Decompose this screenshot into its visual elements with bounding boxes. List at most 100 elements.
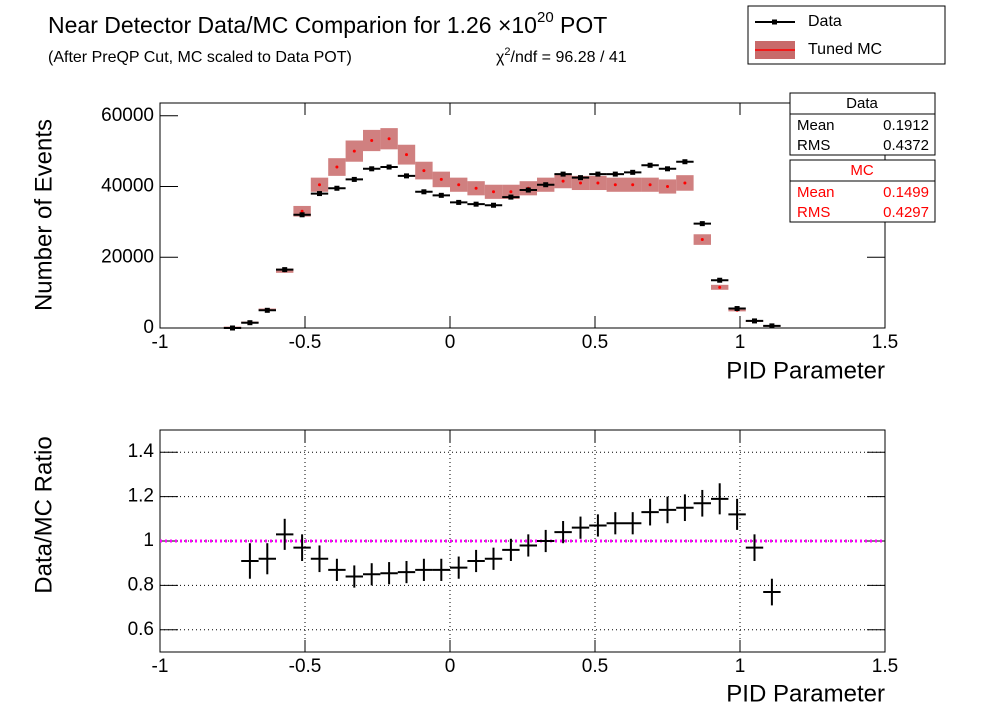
stats-key: RMS [797,204,830,221]
stats-key: Mean [797,184,835,201]
mc-point [300,209,304,213]
mc-point [666,184,669,188]
data-point [282,267,288,273]
data-point [404,173,409,179]
mc-point [492,190,495,194]
y-tick-label: 1.2 [128,486,154,507]
title-exponent: 20 [537,9,554,26]
mc-point [474,186,478,190]
x-tick-label: -1 [152,332,169,353]
data-point [386,164,392,170]
mc-point [422,169,426,173]
stats-box [789,159,936,223]
data-point [264,307,270,313]
stats-value: 0.4297 [883,204,929,221]
mc-point [352,149,356,153]
data-point [734,306,740,312]
mc-point [335,165,339,169]
x-tick-label: -0.5 [289,332,322,353]
stats-box [789,92,936,156]
plot-frame [159,102,886,329]
mc-point [318,183,321,187]
subtitle: (After PreQP Cut, MC scaled to Data POT) [48,49,352,66]
y-tick-label: 20000 [101,246,154,267]
y-tick-label: 0.6 [128,619,154,640]
mc-point [509,190,513,194]
stats-key: Mean [797,117,835,134]
data-point [699,221,705,227]
chart-title: Near Detector Data/MC Comparion for 1.26… [48,9,607,38]
data-point [665,166,670,172]
data-point [525,187,531,193]
data-point [595,171,601,177]
legend-label: Tuned MC [808,41,882,58]
mc-point [631,183,635,187]
mc-point [370,139,374,142]
chi2-text: /ndf = 96.28 / 41 [511,49,627,66]
data-point [682,159,688,165]
x-tick-label: 1.5 [872,656,898,677]
title-text: Near Detector Data/MC Comparion for 1.26… [48,12,537,38]
data-point [421,189,427,195]
y-tick-label: 1 [143,530,154,551]
data-point [491,202,496,208]
mc-point [718,285,722,289]
x-tick-label: 1 [735,656,746,677]
x-tick-label: 0.5 [582,332,608,353]
chi2-symbol: χ [496,49,505,66]
stats-value: 0.4372 [883,137,929,154]
chi2-exponent: 2 [504,46,510,58]
mc-point [596,181,600,185]
data-point [299,212,305,218]
data-point [369,166,375,172]
mc-point [405,153,408,157]
x-tick-label: -0.5 [289,656,322,677]
mc-point [579,181,582,185]
data-point [578,175,583,181]
data-point [473,201,479,207]
data-point [247,320,253,326]
stats-key: RMS [797,137,830,154]
x-tick-label: 0 [445,656,456,677]
data-point [630,169,636,175]
data-point [351,176,357,182]
x-tick-label: 1 [735,332,746,353]
mc-point [613,183,617,187]
data-point [752,318,757,324]
data-point [543,182,549,188]
mc-point [387,137,391,141]
data-point [647,162,653,168]
data-point [717,277,723,283]
stats-value: 0.1499 [883,184,929,201]
y-tick-label: 0.8 [128,574,154,595]
x-tick-label: 0 [445,332,456,353]
x-tick-label: -1 [152,656,169,677]
data-point [438,192,444,198]
x-axis-title: PID Parameter [726,357,885,384]
mc-point [561,179,565,183]
y-tick-label: 1.4 [128,441,155,462]
stats-title: MC [850,162,873,179]
mc-point [457,183,461,187]
mc-point [648,183,652,187]
y-tick-label: 60000 [101,105,154,126]
data-point [769,323,775,329]
y-axis-title: Data/MC Ratio [30,436,57,593]
mc-point [700,238,704,242]
title-unit: POT [554,12,608,38]
data-point [456,199,462,205]
data-point [334,185,340,191]
chi2-label: χ2/ndf = 96.28 / 41 [496,46,627,66]
mc-point [439,177,443,181]
y-axis-title: Number of Events [30,119,57,311]
x-tick-label: 1.5 [872,332,898,353]
y-tick-label: 0 [143,317,154,338]
data-point [560,171,566,177]
x-axis-title: PID Parameter [726,680,885,707]
stats-title: Data [846,95,878,112]
legend-label: Data [808,13,842,30]
data-point [508,194,514,200]
data-point [317,191,322,197]
